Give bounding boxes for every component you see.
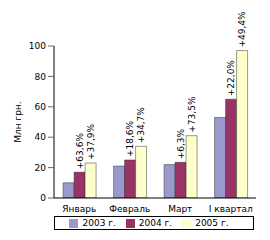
svg-text:0: 0: [40, 193, 46, 203]
svg-text:+6,3%: +6,3%: [176, 128, 186, 159]
svg-text:Январь: Январь: [62, 204, 96, 214]
svg-text:+37,9%: +37,9%: [86, 123, 96, 160]
svg-text:+34,7%: +34,7%: [136, 107, 146, 144]
svg-text:40: 40: [35, 132, 47, 142]
svg-text:Февраль: Февраль: [109, 204, 150, 214]
svg-text:+63,6%: +63,6%: [75, 133, 85, 170]
svg-text:Март: Март: [168, 204, 192, 214]
svg-text:+73,5%: +73,5%: [187, 96, 197, 133]
svg-text:+49,4%: +49,4%: [237, 11, 247, 48]
svg-text:100: 100: [29, 41, 46, 51]
svg-text:20: 20: [35, 163, 47, 173]
html-text:2003 г.: 2003 г.: [82, 218, 116, 228]
svg-text:+22,0%: +22,0%: [226, 60, 236, 97]
svg-text:I квартал: I квартал: [209, 204, 253, 214]
svg-text:60: 60: [35, 102, 47, 112]
svg-text:80: 80: [35, 72, 47, 82]
html-text:2004 г.: 2004 г.: [138, 218, 173, 228]
html-text:2005 г.: 2005 г.: [195, 218, 229, 228]
svg-text:+18,6%: +18,6%: [125, 120, 135, 157]
svg-text:Млн грн.: Млн грн.: [13, 101, 23, 142]
